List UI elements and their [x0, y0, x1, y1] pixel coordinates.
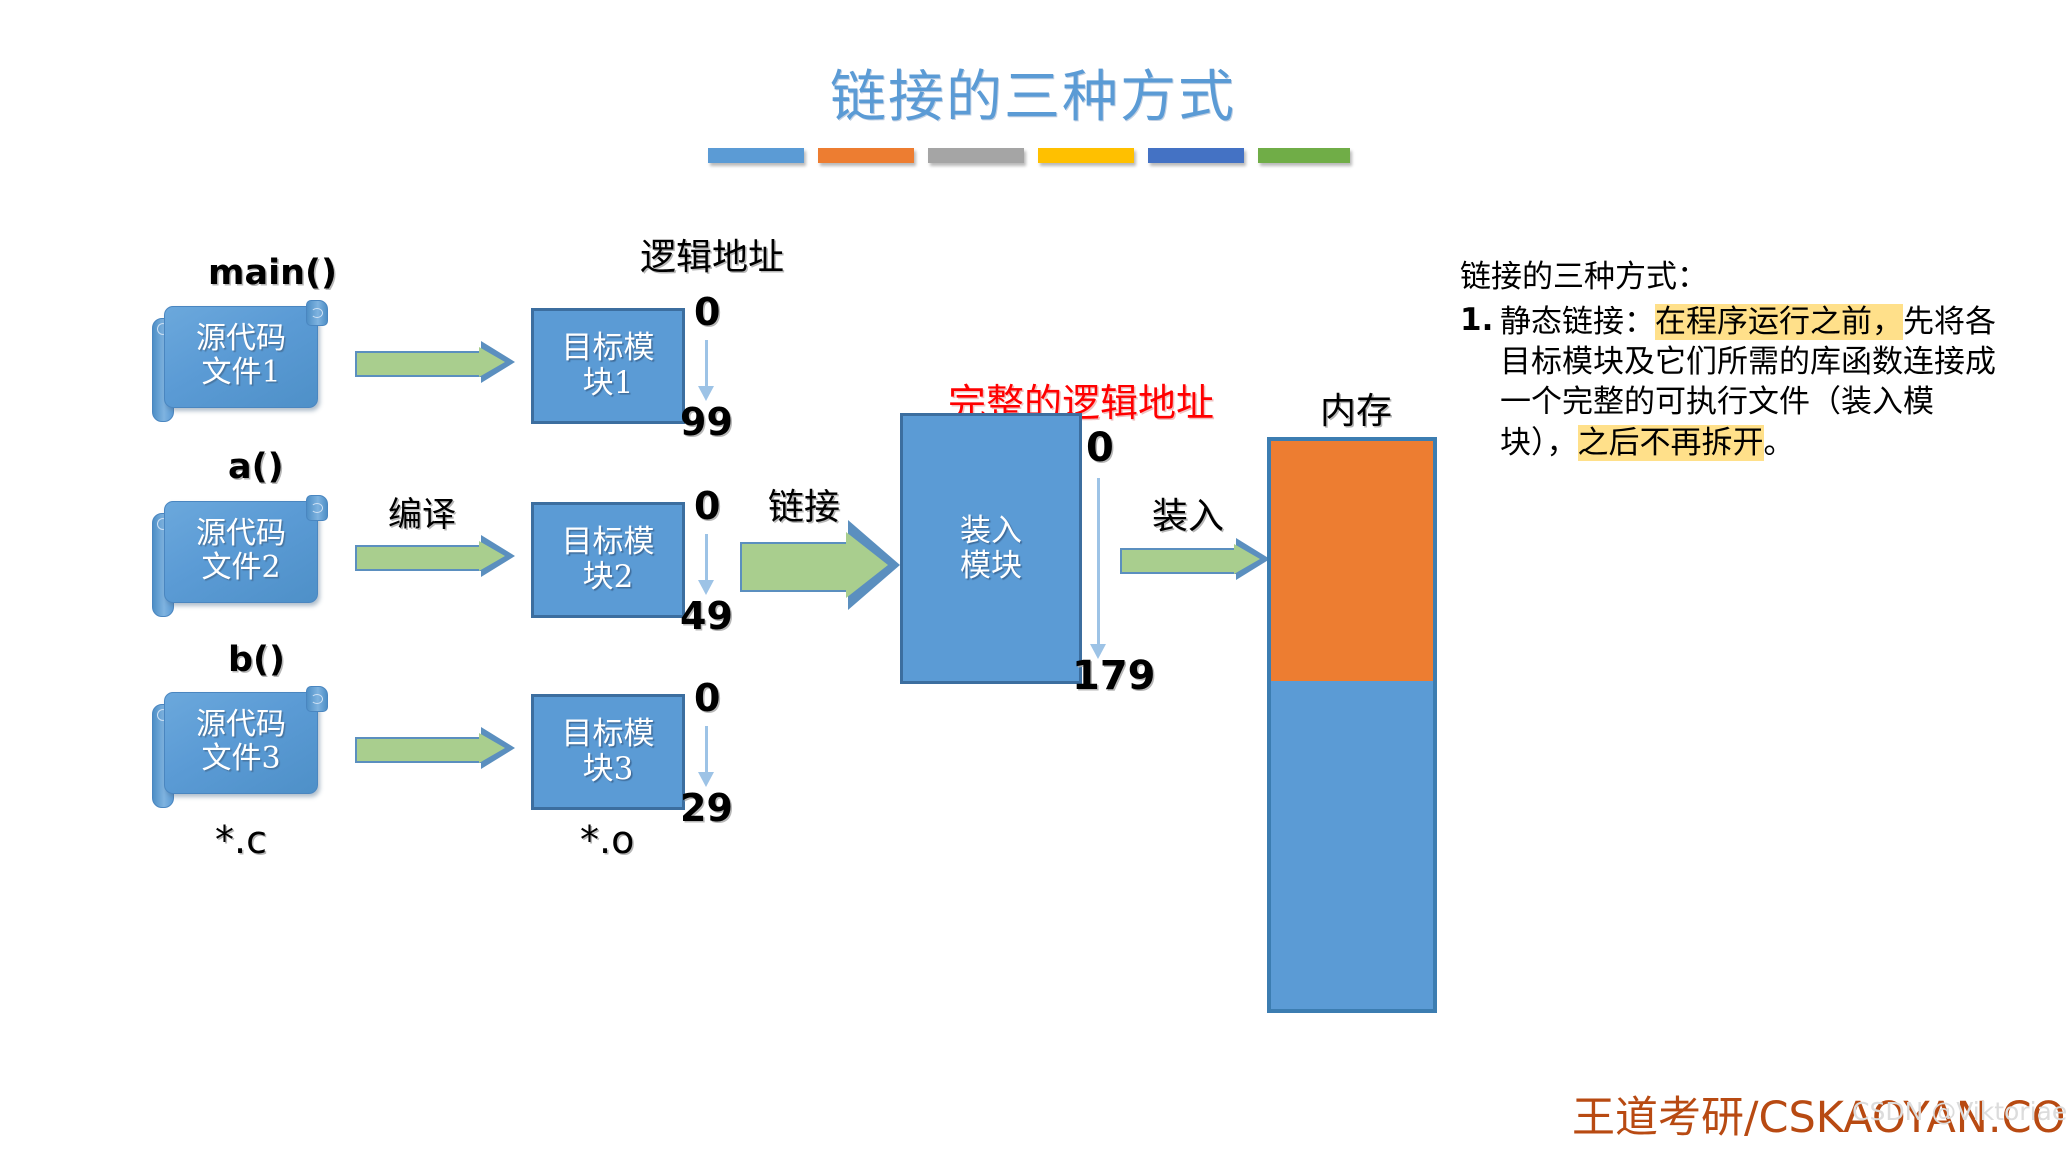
memory-segment-occupied	[1271, 441, 1433, 681]
object-extension-label: *.o	[580, 818, 635, 862]
link-label: 链接	[768, 487, 841, 528]
scroll-line-2: 文件2	[201, 550, 281, 585]
notes-seg-highlight-2: 之后不再拆开	[1577, 424, 1764, 461]
arrow-shaft	[1120, 548, 1238, 574]
arrow-shaft	[355, 737, 483, 763]
bar-darkblue	[1148, 148, 1244, 163]
module-1-address-axis	[694, 340, 718, 402]
arrow-head-icon	[846, 520, 900, 610]
bar-gray	[928, 148, 1024, 163]
module-2-end-address: 49	[680, 594, 733, 638]
logical-address-label: 逻辑地址	[640, 237, 785, 278]
scroll-line-2: 文件1	[201, 355, 281, 390]
arrow-shaft	[355, 545, 483, 571]
arrow-shaft	[355, 351, 483, 377]
load-label: 装入	[1152, 496, 1225, 537]
watermark-primary: 王道考研/CSKAOYAN.COM	[1572, 1093, 2066, 1143]
arrow-head-icon	[479, 727, 515, 769]
source-caption-a: a()	[228, 447, 284, 487]
compile-arrow-3	[355, 727, 515, 769]
module-line-2: 块1	[582, 365, 634, 401]
watermark-secondary: CSDN @Viktoriae	[1852, 1097, 2066, 1126]
notes-item-body: 静态链接：在程序运行之前，先将各目标模块及它们所需的库函数连接成一个完整的可执行…	[1500, 302, 2000, 463]
module-3-end-address: 29	[680, 786, 733, 830]
object-module-2[interactable]: 目标模 块2	[531, 502, 685, 618]
scroll-curl-right-icon	[306, 495, 328, 521]
axis-arrow-icon	[698, 580, 714, 595]
axis-arrow-icon	[698, 772, 714, 787]
bar-orange	[818, 148, 914, 163]
module-line-1: 目标模	[561, 330, 655, 367]
arrow-head-icon	[1234, 538, 1270, 580]
module-line-1: 目标模	[561, 524, 655, 561]
scroll-line-1: 源代码	[196, 321, 286, 357]
module-1-end-address: 99	[680, 400, 733, 444]
scroll-body	[164, 692, 318, 794]
arrow-head-icon	[479, 341, 515, 383]
bar-blue	[708, 148, 804, 163]
notes-seg-highlight-1: 在程序运行之前，	[1655, 303, 1903, 340]
memory-label: 内存	[1320, 391, 1393, 432]
scroll-line-2: 文件3	[201, 741, 281, 776]
axis-arrow-icon	[698, 386, 714, 401]
source-file-scroll-2[interactable]: 源代码 文件2	[150, 495, 330, 617]
link-arrow	[740, 520, 900, 610]
source-file-scroll-1[interactable]: 源代码 文件1	[150, 300, 330, 422]
module-3-start-address: 0	[694, 676, 721, 720]
source-caption-main: main()	[208, 253, 337, 293]
axis-line	[705, 340, 708, 388]
load-arrow	[1120, 538, 1270, 580]
scroll-label: 源代码 文件3	[168, 696, 314, 788]
module-line-1: 目标模	[561, 716, 655, 753]
scroll-curl-right-icon	[306, 300, 328, 326]
source-caption-b: b()	[228, 640, 286, 680]
module-2-address-axis	[694, 534, 718, 596]
memory-segment-free	[1271, 681, 1433, 1009]
arrow-head-icon	[479, 535, 515, 577]
scroll-body	[164, 306, 318, 408]
source-file-scroll-3[interactable]: 源代码 文件3	[150, 686, 330, 808]
module-3-address-axis	[694, 726, 718, 788]
notes-seg-plain-2: 先将各目标模块及它们所需的库函数连接成一个完整的可执行文件（装入模块），	[1500, 303, 1996, 461]
scroll-curl-right-icon	[306, 686, 328, 712]
scroll-label: 源代码 文件2	[168, 505, 314, 597]
source-extension-label: *.c	[215, 818, 267, 862]
title-decoration-bars	[708, 148, 1350, 164]
bar-green	[1258, 148, 1350, 163]
scroll-body	[164, 501, 318, 603]
axis-line	[705, 534, 708, 582]
module-line-2: 模块	[960, 547, 1022, 584]
scroll-line-1: 源代码	[196, 707, 286, 743]
load-module-start-address: 0	[1086, 425, 1114, 471]
scroll-line-1: 源代码	[196, 516, 286, 552]
notes-item-number: 1.	[1460, 301, 1494, 338]
module-line-2: 块3	[582, 751, 634, 787]
notes-list-item: 1. 静态链接：在程序运行之前，先将各目标模块及它们所需的库函数连接成一个完整的…	[1460, 302, 2000, 463]
compile-label: 编译	[388, 495, 456, 535]
notes-panel: 链接的三种方式： 1. 静态链接：在程序运行之前，先将各目标模块及它们所需的库函…	[1460, 258, 2000, 463]
bar-gold	[1038, 148, 1134, 163]
notes-seg-plain-1: 静态链接：	[1500, 303, 1655, 340]
module-1-start-address: 0	[694, 290, 721, 334]
axis-line	[705, 726, 708, 774]
compile-arrow-1	[355, 341, 515, 383]
page-title: 链接的三种方式	[830, 65, 1236, 130]
module-line-2: 块2	[582, 559, 634, 595]
axis-line	[1097, 478, 1100, 646]
object-module-1[interactable]: 目标模 块1	[531, 308, 685, 424]
load-module[interactable]: 装入 模块	[900, 413, 1082, 684]
module-line-1: 装入	[960, 512, 1022, 549]
object-module-3[interactable]: 目标模 块3	[531, 694, 685, 810]
module-2-start-address: 0	[694, 484, 721, 528]
axis-arrow-icon	[1090, 644, 1106, 659]
notes-seg-plain-3: 。	[1763, 424, 1795, 461]
memory-block[interactable]	[1267, 437, 1437, 1013]
arrow-shaft	[740, 542, 852, 592]
load-module-address-axis	[1086, 478, 1110, 663]
notes-header: 链接的三种方式：	[1460, 259, 1708, 295]
compile-arrow-2	[355, 535, 515, 577]
scroll-label: 源代码 文件1	[168, 310, 314, 402]
load-module-end-address: 179	[1072, 653, 1156, 699]
